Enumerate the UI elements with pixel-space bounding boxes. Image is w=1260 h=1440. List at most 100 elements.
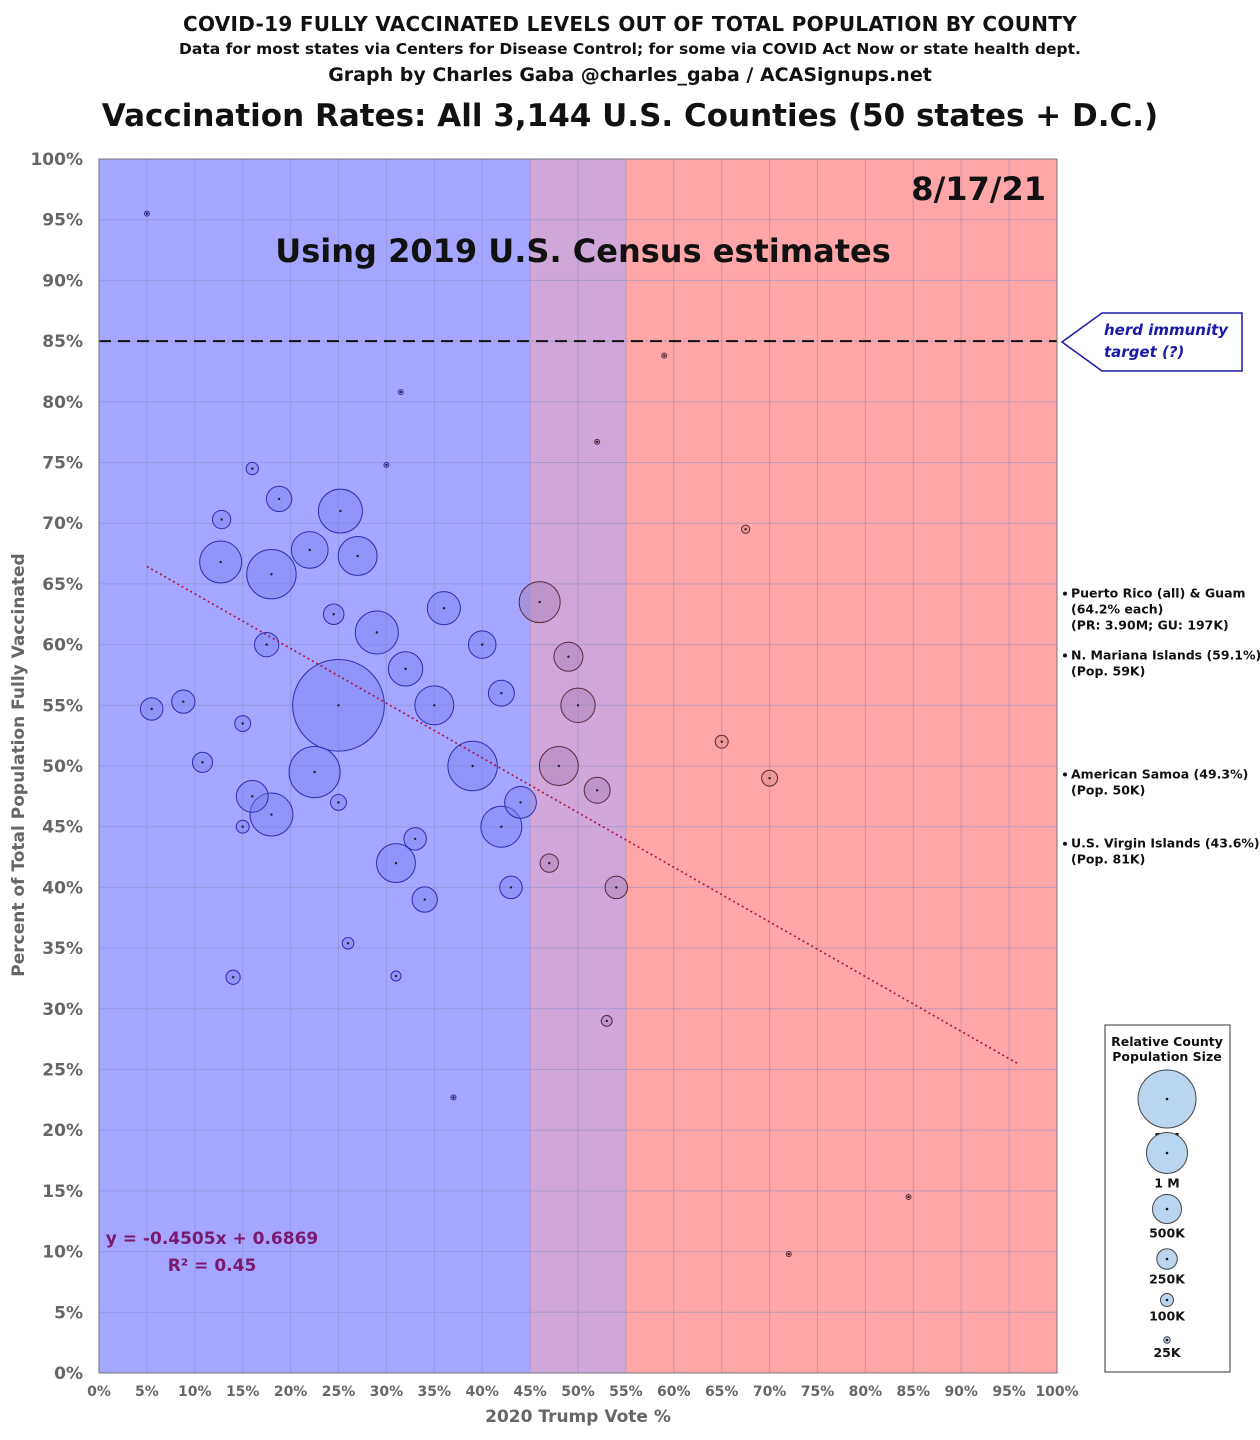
- county-center-dot: [481, 643, 484, 646]
- territory-bullet: [1063, 653, 1067, 658]
- county-center-dot: [663, 354, 666, 357]
- county-center-dot: [519, 801, 522, 804]
- x-tick-label: 85%: [897, 1384, 931, 1400]
- x-tick-label: 80%: [849, 1384, 883, 1400]
- territory-bullet: [1063, 591, 1067, 596]
- y-tick-label: 40%: [42, 878, 83, 898]
- x-tick-label: 10%: [178, 1384, 212, 1400]
- legend-bubble-label: 500K: [1149, 1226, 1186, 1241]
- county-center-dot: [356, 554, 359, 558]
- x-tick-label: 45%: [513, 1384, 547, 1400]
- x-axis-ticks: 0% 5% 10% 15% 20% 25% 30% 35% 40% 45% 50% 55% 60% 65%…: [87, 1384, 1079, 1400]
- y-tick-label: 25%: [42, 1061, 83, 1081]
- territory-note-line: (Pop. 81K): [1071, 852, 1145, 867]
- territory-bullet: [1063, 841, 1067, 846]
- county-center-dot: [220, 518, 223, 521]
- y-tick-label: 85%: [42, 332, 83, 352]
- territory-bullet: [1063, 772, 1067, 777]
- size-legend-title-2: Population Size: [1112, 1049, 1221, 1064]
- county-center-dot: [787, 1252, 790, 1256]
- x-tick-label: 15%: [226, 1384, 260, 1400]
- y-tick-label: 0%: [54, 1364, 83, 1384]
- county-center-dot: [768, 776, 771, 780]
- county-center-dot: [538, 600, 541, 604]
- territory-note-line: U.S. Virgin Islands (43.6%): [1071, 836, 1260, 851]
- legend-bubble-dot: [1165, 1338, 1169, 1342]
- county-center-dot: [308, 548, 311, 552]
- y-tick-label: 35%: [42, 939, 83, 959]
- y-tick-label: 95%: [42, 211, 83, 231]
- x-tick-label: 55%: [609, 1384, 643, 1400]
- x-tick-label: 50%: [561, 1384, 595, 1400]
- county-center-dot: [557, 764, 561, 768]
- x-tick-label: 90%: [944, 1384, 978, 1400]
- legend-bubble-dot: [1165, 1257, 1169, 1261]
- y-tick-label: 60%: [42, 636, 83, 656]
- county-center-dot: [548, 861, 551, 865]
- y-tick-label: 75%: [42, 454, 83, 474]
- county-center-dot: [399, 390, 402, 394]
- y-tick-label: 70%: [42, 514, 83, 534]
- x-tick-label: 95%: [992, 1384, 1026, 1400]
- x-tick-label: 20%: [274, 1384, 308, 1400]
- county-center-dot: [615, 886, 618, 889]
- county-center-dot: [720, 740, 723, 743]
- y-tick-label: 20%: [42, 1121, 83, 1141]
- county-center-dot: [423, 898, 426, 901]
- y-tick-label: 80%: [42, 393, 83, 413]
- legend-bubble-label: 250K: [1149, 1271, 1186, 1286]
- legend-bubble-dot: [1165, 1298, 1169, 1302]
- x-tick-label: 5%: [135, 1384, 159, 1400]
- county-center-dot: [241, 722, 244, 725]
- county-center-dot: [346, 942, 350, 945]
- territory-note-line: American Samoa (49.3%): [1071, 766, 1248, 781]
- x-tick-label: 60%: [657, 1384, 691, 1400]
- county-center-dot: [231, 976, 235, 979]
- county-center-dot: [251, 795, 254, 798]
- territory-note-line: (64.2% each): [1071, 602, 1163, 617]
- county-center-dot: [605, 1019, 608, 1023]
- y-tick-label: 10%: [42, 1243, 83, 1263]
- legend-bubble-dot: [1165, 1151, 1169, 1155]
- date-label: 8/17/21: [911, 170, 1046, 208]
- x-axis-label: 2020 Trump Vote %: [485, 1407, 671, 1427]
- y-axis-label: Percent of Total Population Fully Vaccin…: [9, 553, 29, 976]
- county-center-dot: [265, 643, 268, 646]
- county-center-dot: [471, 764, 474, 768]
- county-center-dot: [576, 704, 580, 707]
- county-bubbles: [139, 210, 912, 1258]
- y-tick-label: 100%: [30, 150, 83, 170]
- county-center-dot: [201, 761, 204, 764]
- county-center-dot: [150, 707, 153, 711]
- y-tick-label: 65%: [42, 575, 83, 595]
- x-tick-label: 75%: [801, 1384, 835, 1400]
- x-tick-label: 100%: [1035, 1384, 1078, 1400]
- county-center-dot: [182, 700, 185, 703]
- county-center-dot: [744, 528, 747, 531]
- county-center-dot: [251, 467, 254, 470]
- size-legend: Relative County Population Size 2 M1 M50…: [1104, 1024, 1231, 1373]
- territory-note-line: N. Mariana Islands (59.1%): [1071, 648, 1260, 663]
- territory-note-line: (PR: 3.90M; GU: 197K): [1071, 618, 1229, 633]
- county-center-dot: [413, 837, 417, 841]
- x-tick-label: 40%: [465, 1384, 499, 1400]
- county-center-dot: [907, 1195, 910, 1199]
- legend-bubble-label: 100K: [1149, 1308, 1186, 1323]
- county-center-dot: [145, 212, 149, 215]
- county-center-dot: [567, 655, 570, 658]
- county-center-dot: [339, 509, 342, 513]
- chart-title: COVID-19 FULLY VACCINATED LEVELS OUT OF …: [182, 12, 1078, 36]
- county-center-dot: [595, 440, 599, 444]
- county-center-dot: [241, 825, 244, 828]
- chart-subtitle: Data for most states via Centers for Dis…: [179, 40, 1081, 58]
- county-center-dot: [270, 572, 273, 576]
- y-tick-label: 90%: [42, 271, 83, 291]
- herd-immunity-callout: herd immunity target (?): [1060, 312, 1243, 372]
- herd-label-line2: target (?): [1104, 343, 1184, 361]
- territory-note-line: Puerto Rico (all) & Guam: [1071, 586, 1246, 601]
- county-center-dot: [337, 801, 340, 804]
- county-center-dot: [433, 704, 436, 707]
- county-center-dot: [394, 974, 398, 978]
- chart-credit: Graph by Charles Gaba @charles_gaba / AC…: [328, 64, 932, 86]
